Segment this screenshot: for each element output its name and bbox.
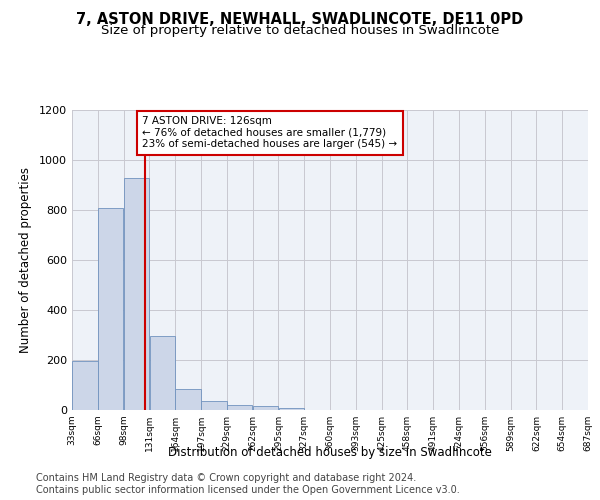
Bar [201,401,227,410]
Text: Size of property relative to detached houses in Swadlincote: Size of property relative to detached ho… [101,24,499,37]
Bar [98,208,124,410]
Bar [175,389,201,410]
Text: 7 ASTON DRIVE: 126sqm
← 76% of detached houses are smaller (1,779)
23% of semi-d: 7 ASTON DRIVE: 126sqm ← 76% of detached … [142,116,397,150]
Text: Distribution of detached houses by size in Swadlincote: Distribution of detached houses by size … [168,446,492,459]
Bar [278,408,304,410]
Bar [72,361,98,410]
Bar [149,336,175,410]
Bar [253,406,278,410]
Y-axis label: Number of detached properties: Number of detached properties [19,167,32,353]
Bar [124,178,149,410]
Bar [227,405,253,410]
Text: 7, ASTON DRIVE, NEWHALL, SWADLINCOTE, DE11 0PD: 7, ASTON DRIVE, NEWHALL, SWADLINCOTE, DE… [76,12,524,28]
Text: Contains HM Land Registry data © Crown copyright and database right 2024.
Contai: Contains HM Land Registry data © Crown c… [36,474,460,495]
